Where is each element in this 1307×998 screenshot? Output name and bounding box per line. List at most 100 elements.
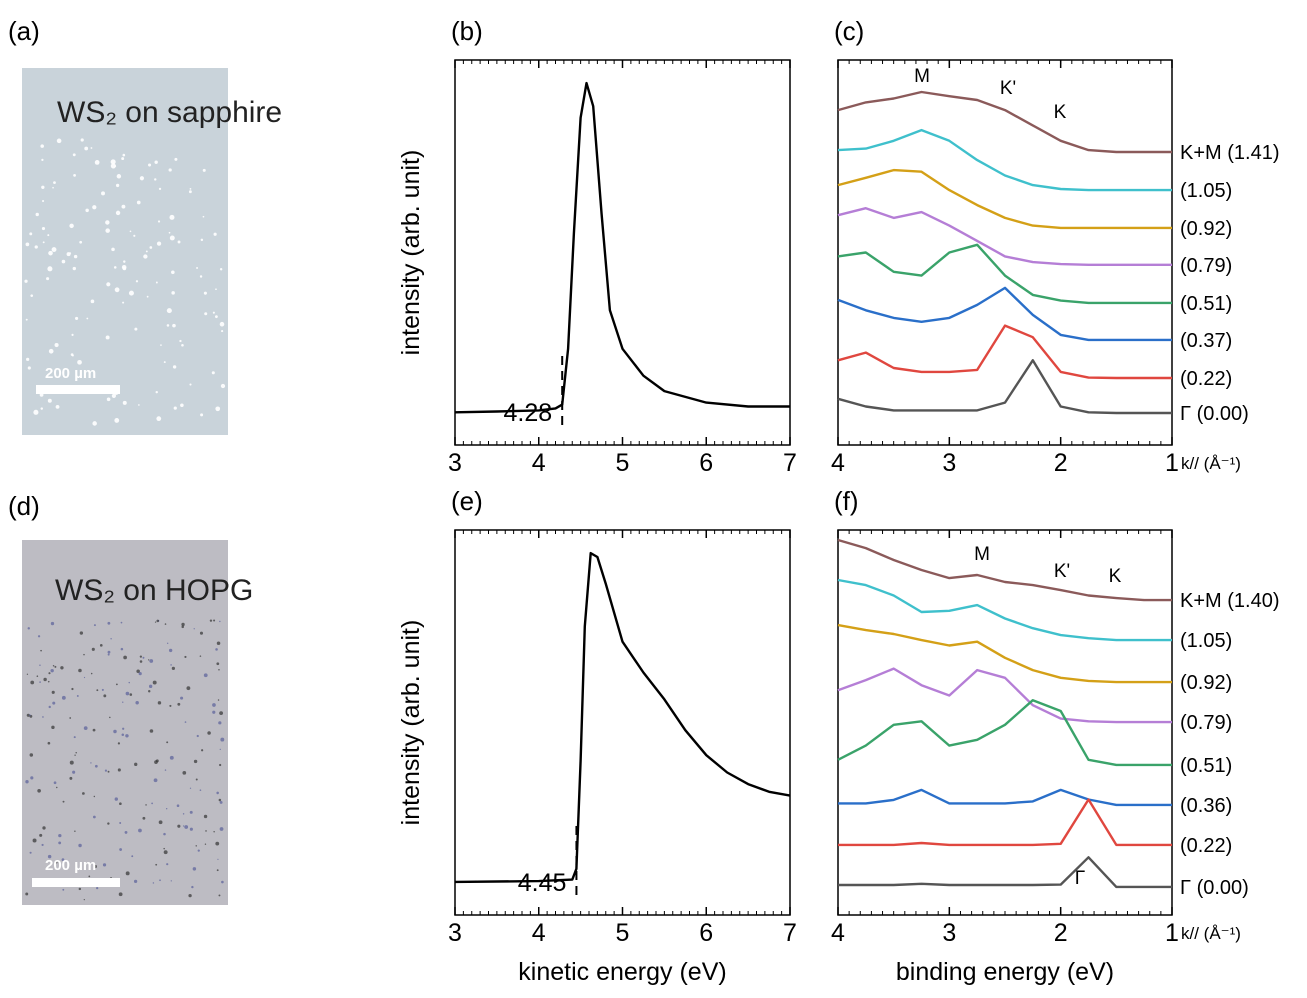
particle xyxy=(88,875,91,878)
particle xyxy=(115,683,118,686)
particle xyxy=(93,864,97,869)
particle xyxy=(184,825,189,829)
particle xyxy=(180,696,184,700)
particle xyxy=(52,701,56,705)
micrograph-particles xyxy=(24,138,226,901)
caption: WS₂ on HOPG xyxy=(55,574,253,607)
particle xyxy=(73,254,78,259)
particle xyxy=(77,359,82,365)
particle xyxy=(51,725,55,730)
particle xyxy=(134,762,138,767)
particle xyxy=(219,711,224,716)
particle xyxy=(55,861,58,864)
particle xyxy=(47,234,50,237)
particle xyxy=(61,259,66,264)
particle xyxy=(119,822,122,825)
particle xyxy=(122,400,127,405)
x-tick-label: 3 xyxy=(942,449,956,477)
scale-label: 200 µm xyxy=(45,365,96,382)
particle xyxy=(78,887,82,891)
particle xyxy=(216,662,220,666)
particle xyxy=(111,247,115,252)
particle xyxy=(169,235,175,241)
particle xyxy=(120,647,124,651)
particle xyxy=(105,335,110,340)
particle xyxy=(181,343,184,347)
particle xyxy=(107,650,111,654)
particle xyxy=(191,885,194,889)
y-axis-label: intensity (arb. unit) xyxy=(397,150,425,356)
panel-label: (c) xyxy=(834,16,864,46)
series-label: (0.79) xyxy=(1180,255,1232,277)
particle xyxy=(48,250,53,256)
particle xyxy=(74,754,76,756)
particle xyxy=(202,215,205,218)
particle xyxy=(165,808,168,810)
particle xyxy=(48,672,51,675)
series-label: K+M (1.40) xyxy=(1180,590,1279,612)
x-axis-label: binding energy (eV) xyxy=(896,958,1114,986)
particle xyxy=(39,833,43,837)
particle xyxy=(204,843,207,845)
particle xyxy=(25,780,29,784)
particle xyxy=(154,160,158,164)
particle xyxy=(103,694,107,698)
particle xyxy=(113,729,117,734)
particle xyxy=(149,659,154,663)
particle xyxy=(203,291,207,295)
x-tick-label: 5 xyxy=(616,919,630,947)
particle xyxy=(40,649,42,652)
particle xyxy=(96,886,99,890)
particle xyxy=(170,664,172,666)
particle xyxy=(120,621,123,624)
spectrum xyxy=(837,324,1172,380)
particle xyxy=(96,689,99,692)
particle xyxy=(179,339,182,343)
particle xyxy=(99,643,103,647)
particle xyxy=(90,147,93,149)
particle xyxy=(152,680,157,685)
particle xyxy=(156,416,162,422)
particle xyxy=(170,880,172,882)
particle xyxy=(146,295,149,298)
particle xyxy=(163,847,165,850)
particle xyxy=(47,741,51,745)
particle xyxy=(94,764,98,768)
x-tick-label: 7 xyxy=(783,919,797,947)
particle xyxy=(61,695,66,700)
particle xyxy=(205,830,207,832)
micrograph xyxy=(22,540,228,905)
particle xyxy=(169,704,172,708)
spectrum xyxy=(837,286,1172,342)
annotation: M xyxy=(914,66,930,87)
particle xyxy=(219,748,221,750)
particle xyxy=(181,625,184,629)
particle xyxy=(29,714,31,716)
particle xyxy=(176,804,180,808)
particle xyxy=(41,226,46,231)
spectrum xyxy=(837,168,1172,230)
particle xyxy=(121,733,125,737)
series-label: Γ (0.00) xyxy=(1180,403,1249,425)
particle xyxy=(83,653,85,656)
spectrum xyxy=(838,798,1172,847)
particle xyxy=(166,863,169,866)
particle xyxy=(215,406,221,412)
x-unit: k// (Å⁻¹) xyxy=(1181,454,1241,473)
particle xyxy=(110,638,112,640)
particle xyxy=(213,830,215,833)
particle xyxy=(34,245,38,249)
particle xyxy=(212,703,216,707)
particle xyxy=(215,315,218,319)
series-label: (0.22) xyxy=(1180,368,1232,390)
particle xyxy=(171,666,175,670)
particle xyxy=(216,869,219,872)
x-tick-label: 5 xyxy=(616,449,630,477)
particle xyxy=(78,843,82,848)
particle xyxy=(180,403,184,408)
particle xyxy=(123,260,126,263)
particle xyxy=(73,736,76,739)
particle xyxy=(115,183,120,188)
particle xyxy=(219,763,222,767)
